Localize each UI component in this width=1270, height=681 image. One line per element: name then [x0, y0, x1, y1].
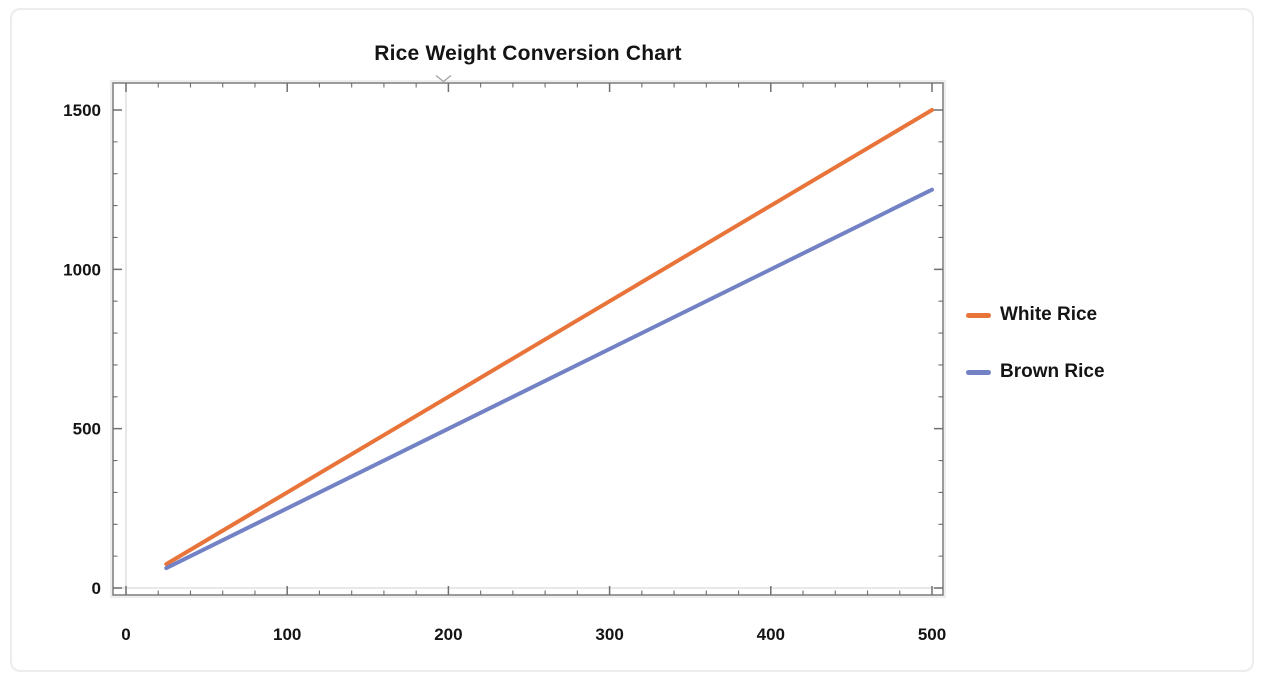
y-tick-label: 0: [92, 579, 101, 598]
legend-label-white-rice: White Rice: [1000, 304, 1098, 325]
minor-ticks: [113, 83, 943, 595]
legend-swatch-brown-rice-icon: [966, 369, 991, 375]
chart-title: Rice Weight Conversion Chart: [374, 42, 682, 65]
x-tick-label: 100: [273, 625, 301, 644]
y-tick-label: 500: [73, 420, 101, 439]
x-tick-label: 300: [595, 625, 623, 644]
legend-label-brown-rice: Brown Rice: [1000, 361, 1105, 382]
x-tick-label: 400: [757, 625, 785, 644]
legend-item-white-rice: White Rice: [966, 302, 1105, 328]
legend-swatch-white-rice-icon: [966, 312, 991, 318]
legend: White Rice Brown Rice: [966, 302, 1105, 416]
x-tick-label: 200: [434, 625, 462, 644]
series-line-brown-rice: [164, 187, 934, 571]
x-tick-label: 0: [121, 625, 130, 644]
major-ticks: [113, 83, 943, 595]
x-tick-label: 500: [918, 625, 946, 644]
plot-frame: [112, 82, 944, 596]
y-tick-label: 1500: [63, 101, 101, 120]
y-tick-label: 1000: [63, 260, 101, 279]
clip-marker-icon: [435, 74, 452, 83]
series-line-white-rice: [164, 108, 934, 567]
plot-frame-halo: [110, 80, 946, 598]
legend-item-brown-rice: Brown Rice: [966, 359, 1105, 385]
